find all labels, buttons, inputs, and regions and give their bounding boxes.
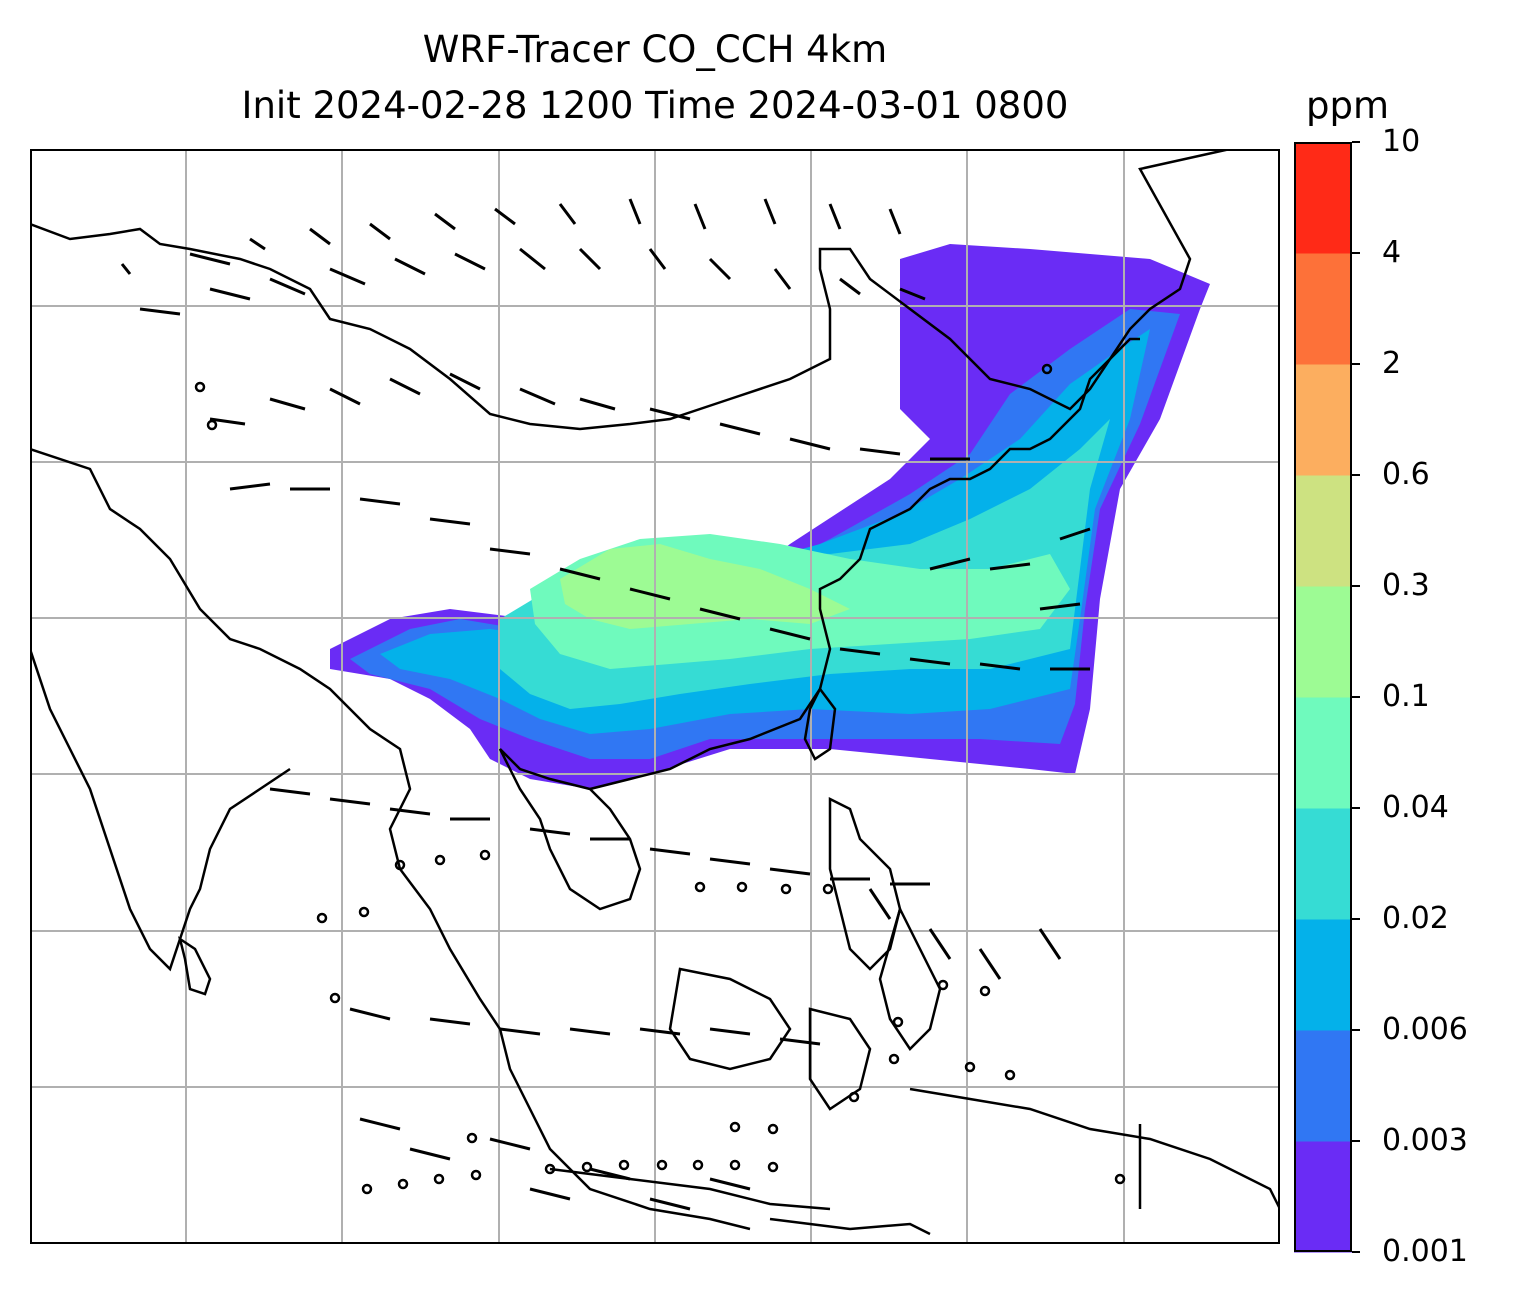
colorbar-segment [1294,586,1352,698]
calm-wind-markers [194,363,1126,1195]
colorbar-tick-label: 2 [1382,346,1402,381]
colorbar-tick-label: 0.006 [1382,1012,1468,1047]
colorbar-segment [1294,364,1352,476]
colorbar-segment [1294,697,1352,809]
map-frame [30,149,1280,1244]
colorbar-segment [1294,475,1352,587]
plume-layer-0.1 [560,544,850,629]
wind-barbs [120,198,1091,1211]
colorbar-tick-label: 0.003 [1382,1123,1468,1158]
title-line-2: Init 2024-02-28 1200 Time 2024-03-01 080… [241,84,1069,127]
coastlines [30,149,1280,1236]
colorbar-segment [1294,1030,1352,1142]
map-panel [30,149,1280,1244]
title-line-1: WRF-Tracer CO_CCH 4km [422,28,888,71]
colorbar-tick-label: 0.02 [1382,901,1449,936]
colorbar-tick-label: 0.001 [1382,1234,1468,1269]
colorbar-unit-label: ppm [1306,84,1390,127]
tracer-plume [330,244,1210,789]
colorbar-tick-label: 4 [1382,235,1402,270]
colorbar-segment [1294,253,1352,365]
colorbar-tick-label: 0.1 [1382,679,1430,714]
colorbar-tick-label: 0.6 [1382,457,1430,492]
colorbar-segment [1294,1141,1352,1253]
colorbar [1294,141,1360,1253]
colorbar-tick-label: 0.04 [1382,790,1449,825]
colorbar-tick-label: 10 [1382,124,1421,159]
colorbar-tick-label: 0.3 [1382,568,1430,603]
colorbar-segment [1294,919,1352,1031]
colorbar-segment [1294,142,1352,254]
colorbar-segment [1294,808,1352,920]
